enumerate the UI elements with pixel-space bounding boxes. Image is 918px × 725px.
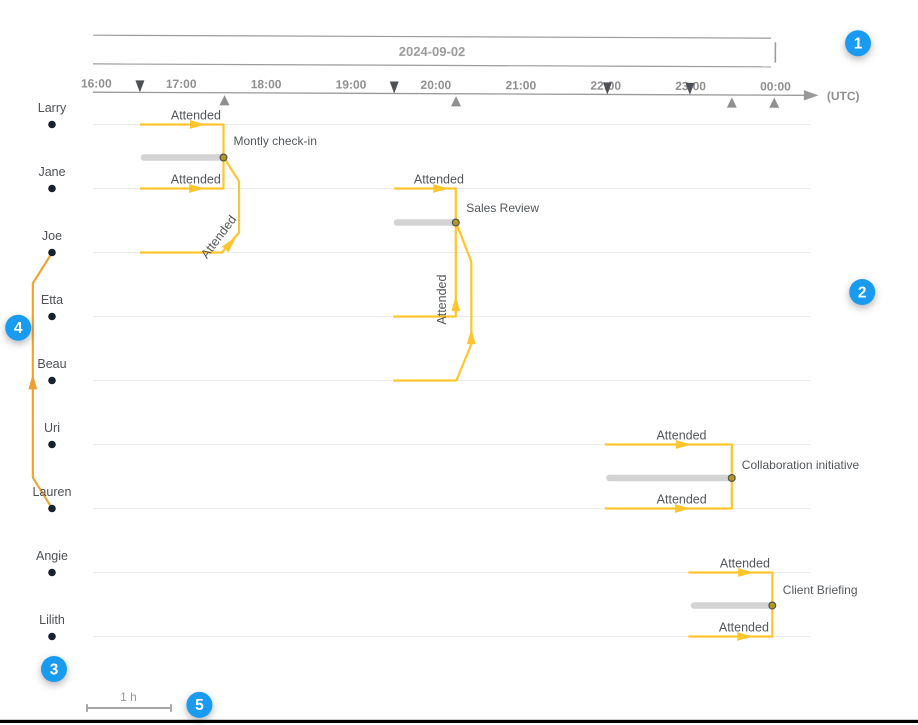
svg-text:1: 1	[854, 36, 863, 53]
svg-text:5: 5	[195, 697, 204, 714]
svg-text:(UTC): (UTC)	[827, 89, 860, 103]
svg-text:2024-09-02: 2024-09-02	[399, 44, 466, 59]
svg-text:4: 4	[14, 320, 23, 337]
svg-text:00:00: 00:00	[760, 79, 791, 93]
svg-text:Client Briefing: Client Briefing	[783, 583, 858, 597]
svg-text:Larry: Larry	[38, 101, 67, 115]
svg-text:21:00: 21:00	[505, 78, 536, 92]
svg-text:Lilith: Lilith	[39, 613, 65, 627]
svg-text:Attended: Attended	[171, 108, 221, 122]
svg-text:Lauren: Lauren	[33, 485, 72, 499]
svg-text:3: 3	[50, 661, 59, 678]
svg-text:Montly check-in: Montly check-in	[234, 134, 317, 148]
svg-text:Attended: Attended	[171, 172, 221, 186]
svg-text:18:00: 18:00	[251, 77, 282, 91]
svg-text:Joe: Joe	[42, 229, 62, 243]
svg-text:Jane: Jane	[38, 165, 65, 179]
svg-text:Attended: Attended	[656, 428, 706, 442]
svg-text:Beau: Beau	[37, 357, 66, 371]
svg-text:19:00: 19:00	[336, 78, 367, 92]
svg-text:Uri: Uri	[44, 421, 60, 435]
svg-text:2: 2	[858, 284, 867, 301]
svg-text:1 h: 1 h	[120, 690, 137, 704]
svg-text:Sales Review: Sales Review	[466, 201, 539, 215]
svg-text:16:00: 16:00	[81, 76, 112, 90]
svg-text:17:00: 17:00	[166, 77, 197, 91]
svg-text:Attended: Attended	[720, 556, 770, 570]
svg-text:Collaboration initiative: Collaboration initiative	[742, 458, 860, 472]
svg-text:20:00: 20:00	[421, 78, 452, 92]
svg-text:Angie: Angie	[36, 549, 68, 563]
svg-text:Attended: Attended	[435, 275, 449, 325]
svg-text:Attended: Attended	[719, 620, 769, 634]
svg-text:Attended: Attended	[414, 172, 464, 186]
svg-text:Etta: Etta	[41, 293, 63, 307]
svg-text:Attended: Attended	[657, 492, 707, 506]
